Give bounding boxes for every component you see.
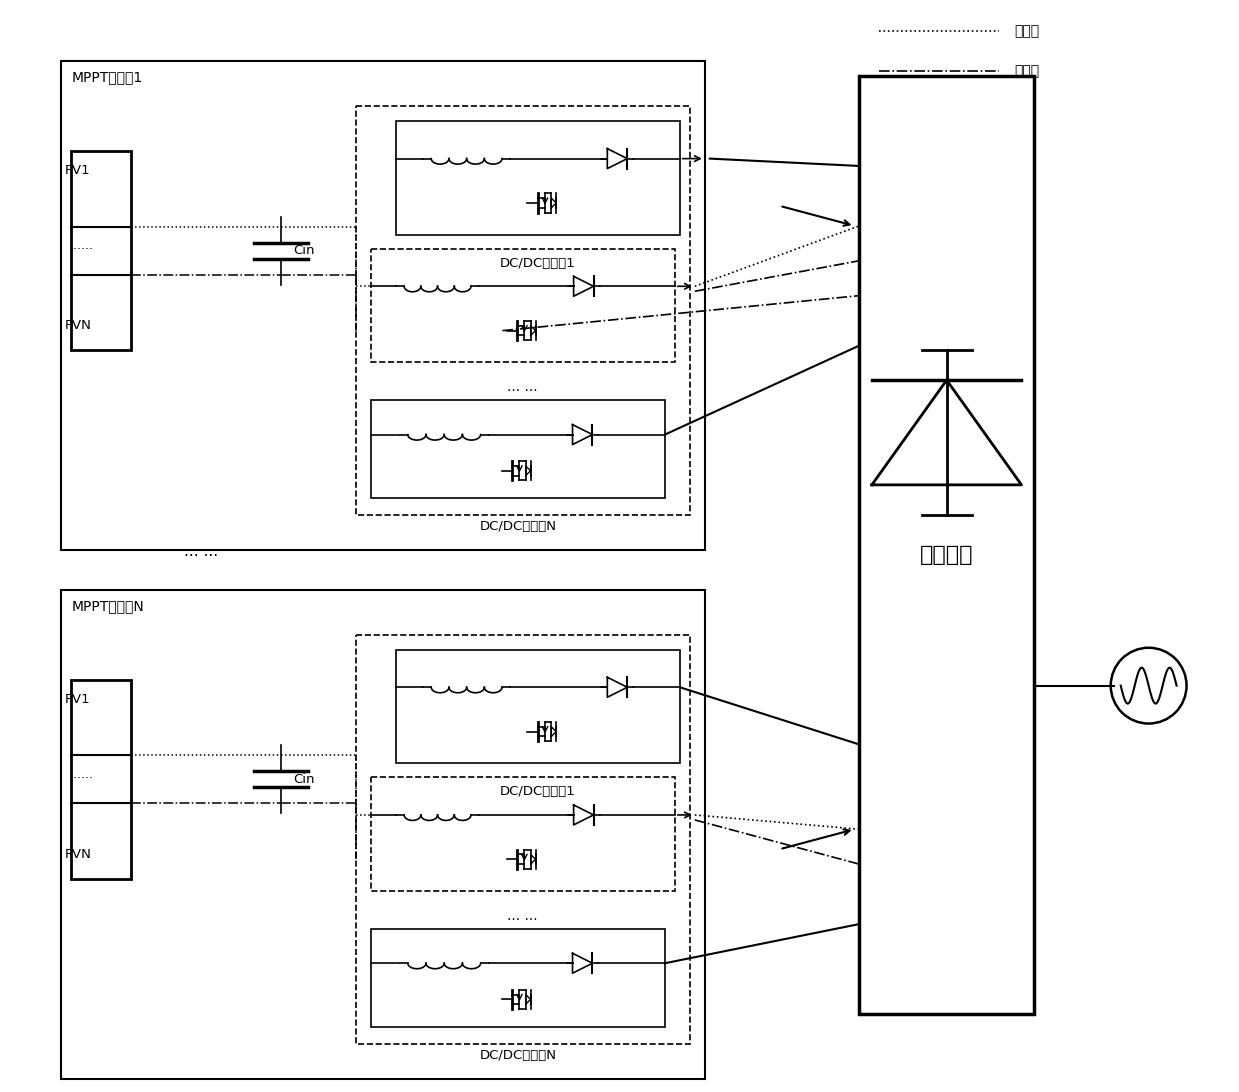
Text: DC/DC变换器N: DC/DC变换器N xyxy=(479,520,556,533)
Bar xyxy=(395,650,680,763)
Bar xyxy=(370,249,675,363)
Bar xyxy=(860,76,1033,1013)
Text: 逆变单元: 逆变单元 xyxy=(919,545,974,565)
Text: ... ...: ... ... xyxy=(508,909,538,923)
Text: 负母线: 负母线 xyxy=(1014,64,1040,79)
Text: PVN: PVN xyxy=(64,319,92,332)
Bar xyxy=(370,929,665,1026)
Text: ......: ...... xyxy=(69,768,93,781)
Text: ... ...: ... ... xyxy=(185,545,218,559)
Text: MPPT汇流符N: MPPT汇流符N xyxy=(72,598,144,613)
Bar xyxy=(395,121,680,235)
Bar xyxy=(62,61,705,550)
Text: DC/DC变换剹1: DC/DC变换剹1 xyxy=(499,257,576,270)
Text: Cin: Cin xyxy=(292,773,315,786)
Text: PV1: PV1 xyxy=(64,165,90,178)
Text: PV1: PV1 xyxy=(64,693,90,707)
Text: 正母线: 正母线 xyxy=(1014,24,1040,38)
Text: MPPT汇流符1: MPPT汇流符1 xyxy=(72,70,142,84)
Text: Cin: Cin xyxy=(292,245,315,258)
Bar xyxy=(356,634,690,1044)
Text: DC/DC变换器N: DC/DC变换器N xyxy=(479,1048,556,1061)
Bar xyxy=(356,106,690,515)
Bar xyxy=(62,590,705,1079)
Text: DC/DC变换剹1: DC/DC变换剹1 xyxy=(499,785,576,798)
Text: PVN: PVN xyxy=(64,847,92,860)
Bar xyxy=(72,679,131,879)
Text: ......: ...... xyxy=(69,239,93,252)
Bar xyxy=(370,401,665,498)
Text: ... ...: ... ... xyxy=(508,380,538,394)
Bar xyxy=(370,778,675,891)
Bar xyxy=(72,151,131,351)
